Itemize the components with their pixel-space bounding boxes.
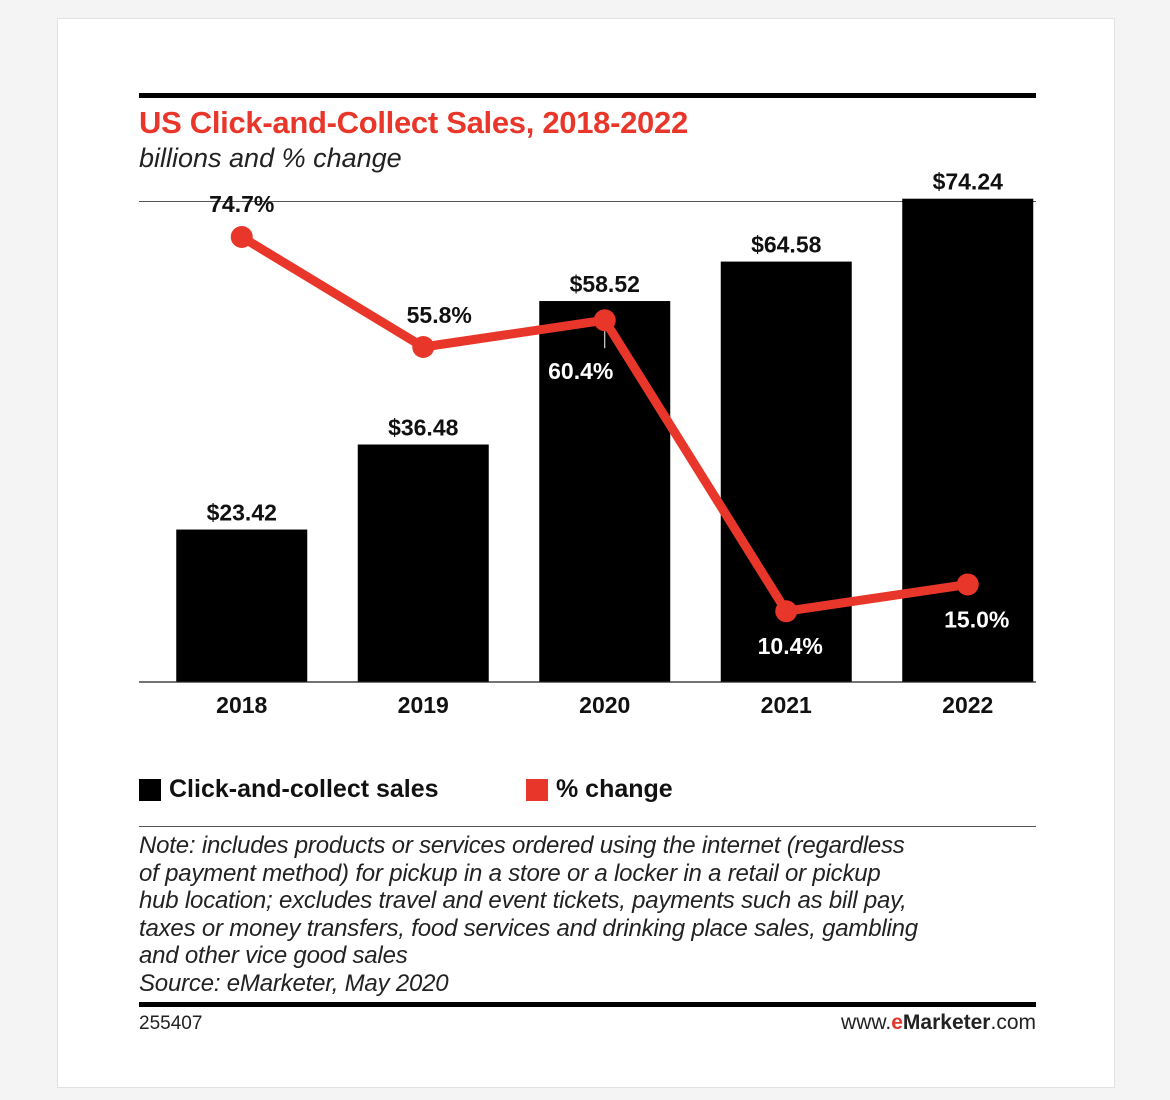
percent-point-2022 bbox=[956, 573, 979, 596]
note-rule bbox=[139, 826, 1036, 827]
legend-label-sales: Click-and-collect sales bbox=[169, 775, 439, 803]
bar-value-label: $74.24 bbox=[933, 169, 1004, 195]
bar-2019 bbox=[357, 444, 489, 682]
percent-value-label: 55.8% bbox=[407, 302, 472, 328]
percent-point-2020 bbox=[593, 309, 616, 332]
subtitle-rule bbox=[139, 201, 1036, 202]
source-line: Source: eMarketer, May 2020 bbox=[139, 969, 449, 997]
bar-value-label: $64.58 bbox=[751, 232, 822, 258]
percent-value-label: 10.4% bbox=[758, 633, 823, 659]
x-tick-label: 2020 bbox=[579, 692, 630, 718]
percent-point-2021 bbox=[775, 600, 798, 623]
bar-2018 bbox=[176, 529, 308, 682]
legend-swatch-change bbox=[526, 778, 548, 801]
note-line: and other vice good sales bbox=[139, 942, 408, 969]
top-rule bbox=[139, 93, 1036, 98]
x-tick-label: 2018 bbox=[216, 692, 267, 718]
chart-title: US Click-and-Collect Sales, 2018-2022 bbox=[139, 105, 688, 140]
percent-point-2018 bbox=[230, 226, 253, 248]
chart-note: Note: includes products or services orde… bbox=[139, 832, 1039, 997]
combo-chart: $23.42 $36.48 $58.52 $64.58 $74.24 2018 2019 20… bbox=[139, 169, 1036, 718]
bar-value-label: $58.52 bbox=[570, 271, 640, 297]
chart-subtitle: billions and % change bbox=[139, 143, 402, 173]
chart-id: 255407 bbox=[139, 1013, 203, 1034]
bar-value-label: $36.48 bbox=[388, 415, 459, 441]
legend-item-change: % change bbox=[526, 775, 673, 804]
bar-value-label: $23.42 bbox=[207, 500, 277, 526]
site-suffix: .com bbox=[990, 1011, 1036, 1034]
brand-e: e bbox=[891, 1011, 903, 1034]
legend-item-sales: Click-and-collect sales bbox=[139, 775, 439, 804]
percent-value-label: 60.4% bbox=[548, 358, 613, 384]
percent-value-label: 74.7% bbox=[209, 191, 274, 217]
legend-swatch-sales bbox=[139, 778, 161, 801]
x-tick-label: 2019 bbox=[398, 692, 449, 718]
percent-value-label: 15.0% bbox=[944, 606, 1009, 632]
chart-card: US Click-and-Collect Sales, 2018-2022 bi… bbox=[57, 18, 1115, 1088]
note-line: Note: includes products or services orde… bbox=[139, 832, 905, 859]
note-line: taxes or money transfers, food services … bbox=[139, 914, 918, 942]
bottom-rule bbox=[139, 1002, 1036, 1007]
x-tick-label: 2022 bbox=[942, 692, 993, 718]
note-line: of payment method) for pickup in a store… bbox=[139, 859, 881, 887]
site-credit: www.eMarketer.com bbox=[841, 1011, 1036, 1035]
site-prefix: www. bbox=[841, 1011, 892, 1034]
note-line: hub location; excludes travel and event … bbox=[139, 887, 907, 914]
legend-label-change: % change bbox=[556, 775, 673, 803]
brand-name: Marketer bbox=[902, 1011, 991, 1034]
bar-2022 bbox=[902, 198, 1034, 682]
bar-2020 bbox=[539, 301, 671, 682]
percent-point-2019 bbox=[412, 335, 435, 358]
x-tick-label: 2021 bbox=[761, 692, 812, 718]
